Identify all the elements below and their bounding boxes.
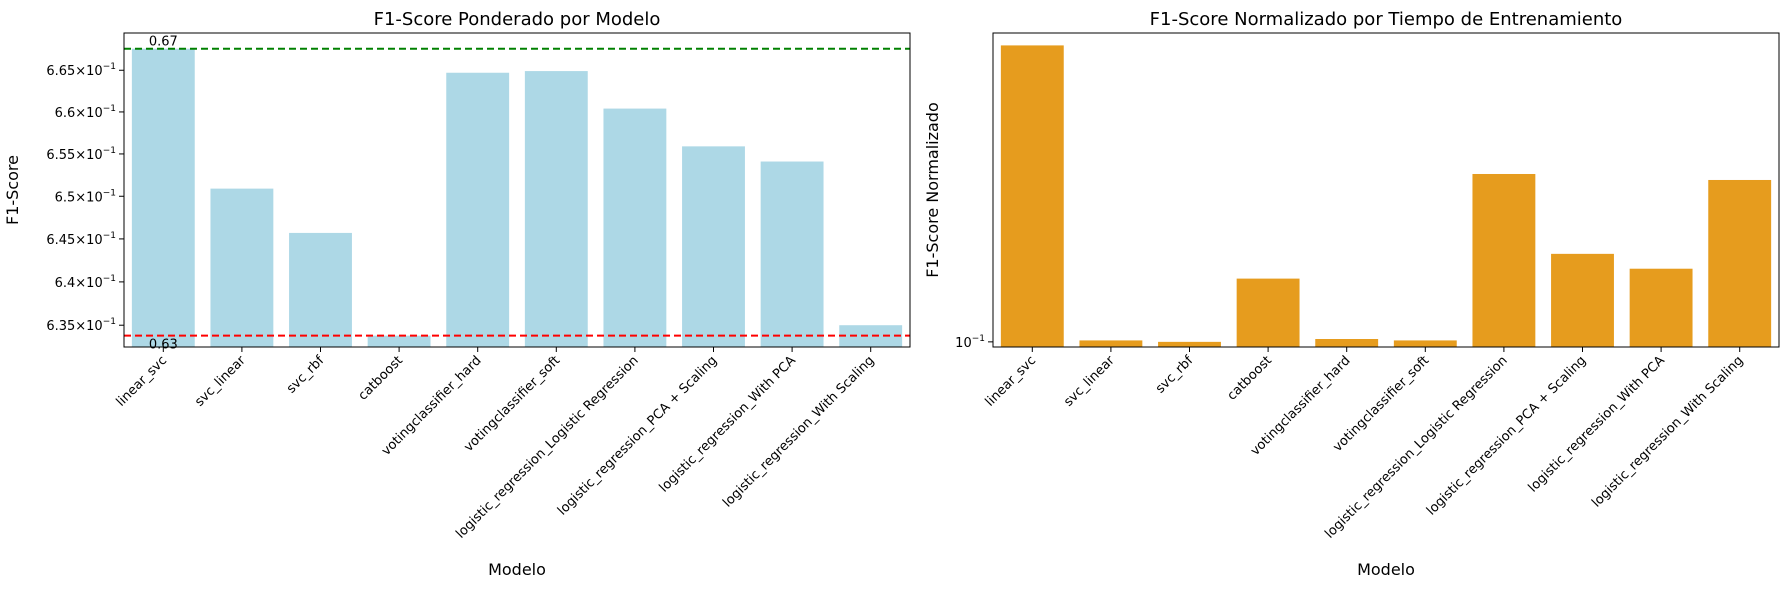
- bar: [1158, 341, 1221, 347]
- bar: [210, 188, 274, 347]
- bar: [1079, 340, 1143, 347]
- bar: [1393, 340, 1457, 347]
- x-tick-label: svc_linear: [192, 353, 249, 410]
- max-annotation: 0.67: [149, 35, 178, 50]
- x-tick-label: catboost: [356, 353, 406, 403]
- bar: [367, 335, 431, 347]
- bar: [1236, 278, 1300, 347]
- y-tick-label: 6.5×10−1: [55, 188, 116, 205]
- bar: [1629, 268, 1693, 347]
- chart-title: F1-Score Ponderado por Modelo: [374, 9, 661, 30]
- bar: [131, 48, 195, 347]
- axes-frame: [123, 32, 911, 348]
- x-tick-label: logistic_regression_Logistic Regression: [1322, 353, 1510, 541]
- y-tick-label: 6.6×10−1: [55, 104, 116, 121]
- y-tick-label: 6.35×10−1: [46, 317, 116, 334]
- min-annotation: 0.63: [149, 338, 178, 353]
- y-axis-label: F1-Score Normalizado: [923, 102, 942, 278]
- y-tick-label: 6.4×10−1: [55, 274, 116, 291]
- x-tick-label: logistic_regression_With Scaling: [1589, 353, 1746, 510]
- bar: [760, 161, 824, 347]
- y-tick-label: 6.65×10−1: [46, 62, 116, 79]
- y-axis-label: F1-Score: [3, 155, 22, 225]
- x-tick-label: svc_linear: [1061, 353, 1118, 410]
- bar: [1315, 339, 1379, 347]
- bar: [446, 72, 510, 347]
- bar: [603, 108, 667, 347]
- x-tick-label: logistic_regression_PCA + Scaling: [555, 353, 720, 518]
- bar: [1551, 253, 1614, 347]
- bar: [839, 325, 903, 347]
- y-tick-label: 6.45×10−1: [46, 231, 116, 248]
- bar: [1472, 173, 1536, 347]
- x-axis-label: Modelo: [1357, 560, 1415, 579]
- bar: [289, 232, 352, 347]
- bar: [1708, 179, 1772, 347]
- axes-frame: [992, 32, 1780, 348]
- x-tick-label: svc_rbf: [284, 353, 328, 397]
- subplot-1: 0.67 0.63 6.35×10−1 6.4×10−1 6.45×10−1 6.5×10…: [3, 9, 911, 579]
- x-tick-label: logistic_regression_Logistic Regression: [453, 353, 641, 541]
- bar: [524, 71, 588, 348]
- y-tick-label: 10−1: [955, 334, 985, 351]
- x-tick-label: logistic_regression_With PCA: [657, 353, 799, 495]
- x-tick-label: logistic_regression_With Scaling: [720, 353, 877, 510]
- x-tick-label: svc_rbf: [1153, 353, 1197, 397]
- x-tick-label: catboost: [1225, 353, 1275, 403]
- y-tick-label: 6.55×10−1: [46, 146, 116, 163]
- x-tick-label: logistic_regression_PCA + Scaling: [1424, 353, 1589, 518]
- bar: [1000, 45, 1064, 347]
- x-tick-label: logistic_regression_With PCA: [1526, 353, 1668, 495]
- x-tick-label: linear_svc: [983, 353, 1039, 409]
- bar: [682, 146, 745, 347]
- x-tick-label: linear_svc: [114, 353, 170, 409]
- x-axis-label: Modelo: [488, 560, 546, 579]
- chart-title: F1-Score Normalizado por Tiempo de Entre…: [1150, 9, 1623, 30]
